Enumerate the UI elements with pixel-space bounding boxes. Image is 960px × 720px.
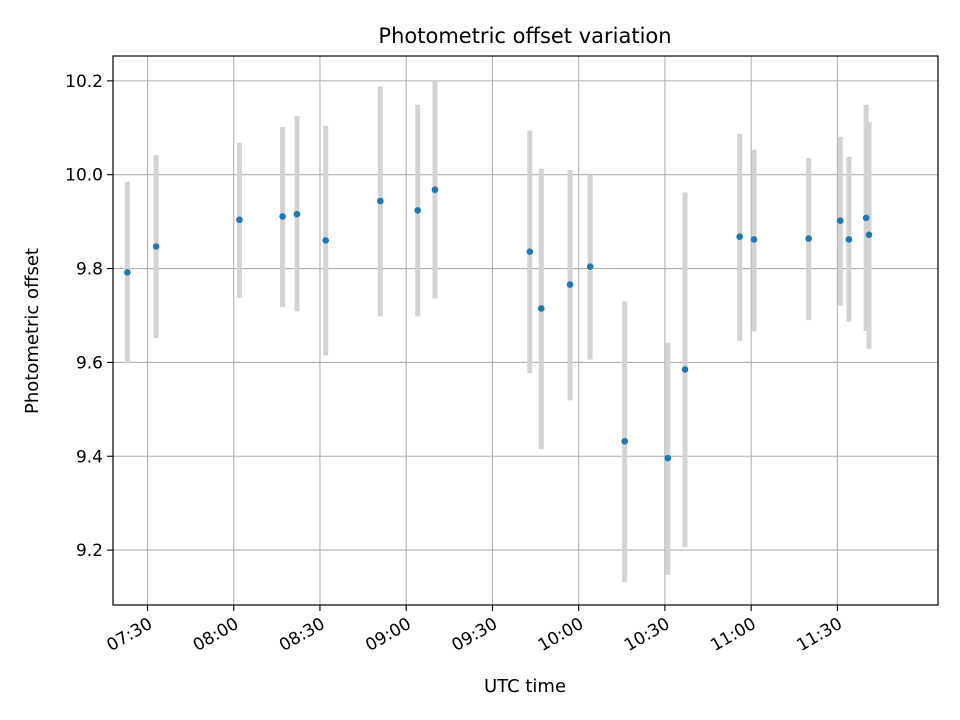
y-tick-label: 9.4 xyxy=(76,447,103,467)
data-point xyxy=(750,236,758,243)
x-tick-label: 09:00 xyxy=(362,614,414,656)
data-point xyxy=(431,186,439,194)
y-axis-label: Photometric offset xyxy=(22,248,43,414)
x-tick-label: 10:00 xyxy=(535,614,587,656)
grid-layer xyxy=(113,56,938,605)
y-tick-label: 10.0 xyxy=(65,166,103,186)
data-point xyxy=(681,366,689,373)
marker-layer xyxy=(124,186,873,462)
plot-frame xyxy=(112,55,939,606)
data-point xyxy=(621,437,628,445)
y-tick-label: 9.8 xyxy=(76,260,103,280)
data-point xyxy=(805,235,812,242)
x-axis-label: UTC time xyxy=(484,676,566,697)
data-point xyxy=(566,281,574,288)
data-point xyxy=(865,231,873,239)
data-point xyxy=(664,454,672,462)
data-point xyxy=(279,213,286,220)
data-point xyxy=(736,233,743,240)
data-point xyxy=(836,217,844,224)
data-point xyxy=(414,207,422,214)
x-tick-label: 09:30 xyxy=(449,614,501,656)
x-tick-label: 07:30 xyxy=(104,614,156,656)
x-tick-label: 11:30 xyxy=(793,614,845,656)
y-tick-label: 10.2 xyxy=(65,72,103,92)
data-point xyxy=(377,197,384,205)
data-point xyxy=(322,237,330,244)
x-tick-label: 08:00 xyxy=(190,614,242,656)
data-point xyxy=(293,210,301,218)
x-tick-label: 11:00 xyxy=(707,614,759,656)
errorbar-layer xyxy=(124,81,872,583)
data-point xyxy=(236,216,243,224)
y-tick-label: 9.6 xyxy=(76,353,103,373)
y-tick-label: 9.2 xyxy=(76,541,103,561)
tick-layer: 07:30 08:00 08:30 09:00 09:30 10:00 10:30 11:00… xyxy=(65,72,846,656)
data-point xyxy=(152,243,160,250)
data-point xyxy=(526,248,534,255)
x-tick-label: 08:30 xyxy=(276,614,328,656)
data-point xyxy=(124,269,131,276)
x-tick-label: 10:30 xyxy=(621,614,673,656)
data-point xyxy=(845,236,853,243)
data-point xyxy=(862,214,870,222)
chart-title: Photometric offset variation xyxy=(378,24,671,48)
data-point xyxy=(538,305,545,312)
data-point xyxy=(586,263,594,270)
